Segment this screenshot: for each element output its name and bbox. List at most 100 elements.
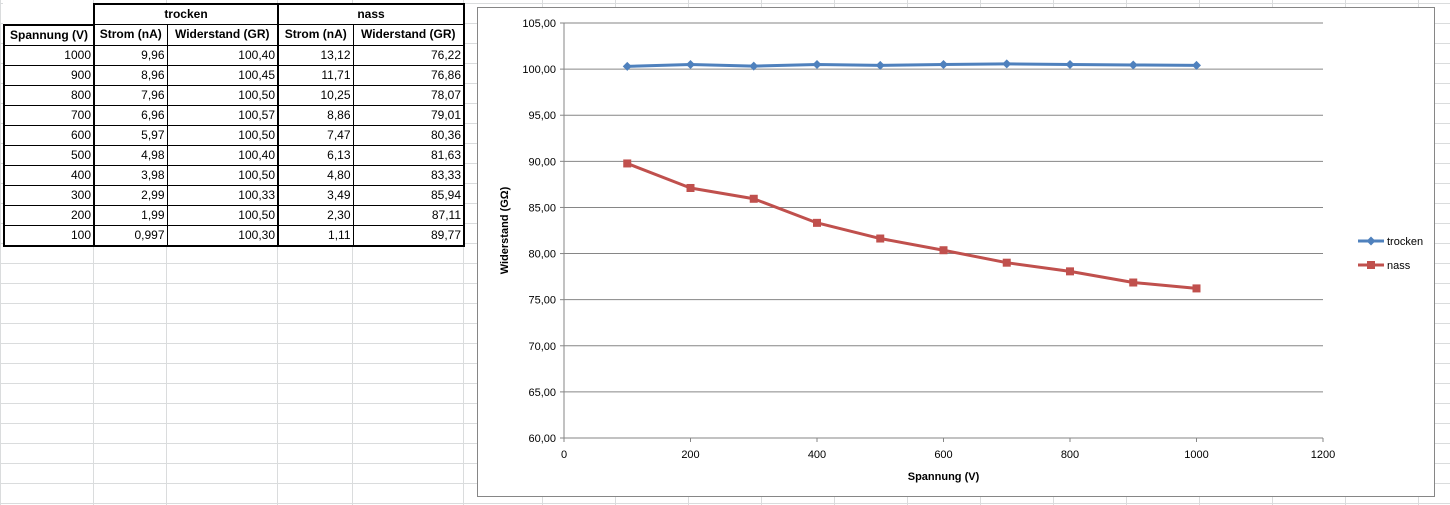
- x-tick-label: 600: [934, 449, 952, 461]
- data-point-trocken: [1065, 60, 1075, 69]
- table-cell[interactable]: 900: [3, 64, 95, 86]
- table-cell[interactable]: 300: [3, 184, 95, 206]
- table-cell[interactable]: 100,33: [166, 184, 279, 206]
- table-cell[interactable]: 100,57: [166, 104, 279, 126]
- group-header-trocken[interactable]: trocken: [93, 3, 279, 25]
- table-cell[interactable]: 100,30: [166, 224, 279, 247]
- table-cell[interactable]: 80,36: [352, 124, 465, 146]
- table-cell[interactable]: 100,45: [166, 64, 279, 86]
- table-cell[interactable]: 78,07: [352, 84, 465, 106]
- y-tick-label: 95,00: [528, 110, 556, 122]
- table-cell[interactable]: 6,13: [277, 144, 354, 166]
- legend-label-trocken: trocken: [1387, 236, 1423, 248]
- table-cell[interactable]: 2,30: [277, 204, 354, 226]
- y-tick-label: 75,00: [528, 295, 556, 307]
- x-tick-label: 1200: [1311, 449, 1335, 461]
- table-cell[interactable]: 0,997: [93, 224, 168, 247]
- table-cell[interactable]: 8,96: [93, 64, 168, 86]
- table-cell[interactable]: 6,96: [93, 104, 168, 126]
- table-cell[interactable]: 5,97: [93, 124, 168, 146]
- table-cell[interactable]: 2,99: [93, 184, 168, 206]
- group-header-nass[interactable]: nass: [277, 3, 465, 25]
- table-cell[interactable]: 11,71: [277, 64, 354, 86]
- data-point-nass: [1129, 278, 1138, 287]
- chart-svg: 60,00 65,00 70,00 75,00 80,00 85,00 90,00 95,00…: [499, 18, 1423, 483]
- data-point-nass: [1192, 284, 1201, 293]
- y-tick-label: 80,00: [528, 249, 556, 261]
- data-point-nass: [686, 183, 695, 192]
- x-tick-label: 1000: [1184, 449, 1208, 461]
- table-cell[interactable]: 76,22: [352, 44, 465, 66]
- series-line-nass: [626, 162, 1197, 290]
- data-table: trocken nass Spannung (V) Strom (nA) Wid…: [3, 3, 465, 247]
- table-cell[interactable]: 83,33: [352, 164, 465, 186]
- group-header-row: trocken nass: [4, 3, 465, 25]
- table-row: 500 4,98 100,40 6,13 81,63: [3, 144, 465, 166]
- table-cell[interactable]: 1,11: [277, 224, 354, 247]
- data-point-nass: [749, 194, 758, 203]
- table-cell[interactable]: 3,98: [93, 164, 168, 186]
- empty-corner-cell: [4, 4, 95, 25]
- table-cell[interactable]: 100: [3, 224, 95, 247]
- table-cell[interactable]: 81,63: [352, 144, 465, 166]
- data-point-trocken: [939, 60, 948, 69]
- y-tick-label: 85,00: [528, 202, 556, 214]
- table-cell[interactable]: 8,86: [277, 104, 354, 126]
- series-line-trocken: [627, 62, 1197, 68]
- table-cell[interactable]: 13,12: [277, 44, 354, 66]
- table-cell[interactable]: 7,96: [93, 84, 168, 106]
- table-cell[interactable]: 3,49: [277, 184, 354, 206]
- table-cell[interactable]: 10,25: [277, 84, 354, 106]
- chart[interactable]: 60,00 65,00 70,00 75,00 80,00 85,00 90,00 95,00…: [477, 7, 1435, 497]
- table-cell[interactable]: 7,47: [277, 124, 354, 146]
- table-cell[interactable]: 1,99: [93, 204, 168, 226]
- table-cell[interactable]: 700: [3, 104, 95, 126]
- data-point-trocken: [875, 60, 885, 70]
- table-cell[interactable]: 76,86: [352, 64, 465, 86]
- y-tick-label: 60,00: [528, 433, 556, 445]
- column-header-widerstand-nass[interactable]: Widerstand (GR): [352, 24, 465, 46]
- table-cell[interactable]: 500: [3, 144, 95, 166]
- table-cell[interactable]: 200: [3, 204, 95, 226]
- legend-marker-trocken: [1366, 236, 1376, 246]
- table-cell[interactable]: 87,11: [352, 204, 465, 226]
- table-row: 600 5,97 100,50 7,47 80,36: [3, 124, 465, 146]
- table-cell[interactable]: 4,80: [277, 164, 354, 186]
- y-tick-label: 70,00: [528, 341, 556, 353]
- data-point-trocken: [1192, 60, 1201, 70]
- column-header-spannung[interactable]: Spannung (V): [3, 23, 95, 46]
- table-cell[interactable]: 1000: [3, 44, 95, 66]
- y-axis-title: Widerstand (GΩ): [499, 186, 511, 274]
- y-tick-label: 65,00: [528, 387, 556, 399]
- table-cell[interactable]: 100,50: [166, 124, 279, 146]
- table-cell[interactable]: 800: [3, 84, 95, 106]
- table-cell[interactable]: 85,94: [352, 184, 465, 206]
- table-cell[interactable]: 100,40: [166, 44, 279, 66]
- column-header-strom-trocken[interactable]: Strom (nA): [93, 24, 168, 46]
- table-cell[interactable]: 4,98: [93, 144, 168, 166]
- table-cell[interactable]: 100,50: [166, 164, 279, 186]
- data-point-nass: [623, 159, 632, 168]
- table-cell[interactable]: 79,01: [352, 104, 465, 126]
- table-row: 800 7,96 100,50 10,25 78,07: [3, 84, 465, 106]
- table-row: 200 1,99 100,50 2,30 87,11: [3, 204, 465, 226]
- column-header-widerstand-trocken[interactable]: Widerstand (GR): [166, 24, 279, 46]
- table-cell[interactable]: 400: [3, 164, 95, 186]
- table-row: 900 8,96 100,45 11,71 76,86: [3, 64, 465, 86]
- table-cell[interactable]: 100,50: [166, 204, 279, 226]
- data-point-trocken: [749, 61, 759, 71]
- table-body: 1000 9,96 100,40 13,12 76,22 900 8,96 100,45 11,…: [3, 44, 465, 247]
- x-tick-label: 200: [681, 449, 699, 461]
- data-point-nass: [939, 246, 948, 255]
- table-cell[interactable]: 100,50: [166, 84, 279, 106]
- column-header-strom-nass[interactable]: Strom (nA): [277, 24, 354, 46]
- table-cell[interactable]: 600: [3, 124, 95, 146]
- table-row: 100 0,997 100,30 1,11 89,77: [3, 224, 465, 247]
- x-axis-title: Spannung (V): [908, 471, 980, 483]
- table-row: 1000 9,96 100,40 13,12 76,22: [3, 44, 465, 66]
- table-row: 400 3,98 100,50 4,80 83,33: [3, 164, 465, 186]
- table-cell[interactable]: 9,96: [93, 44, 168, 66]
- data-point-trocken: [1002, 59, 1012, 69]
- table-cell[interactable]: 100,40: [166, 144, 279, 166]
- table-cell[interactable]: 89,77: [352, 224, 465, 247]
